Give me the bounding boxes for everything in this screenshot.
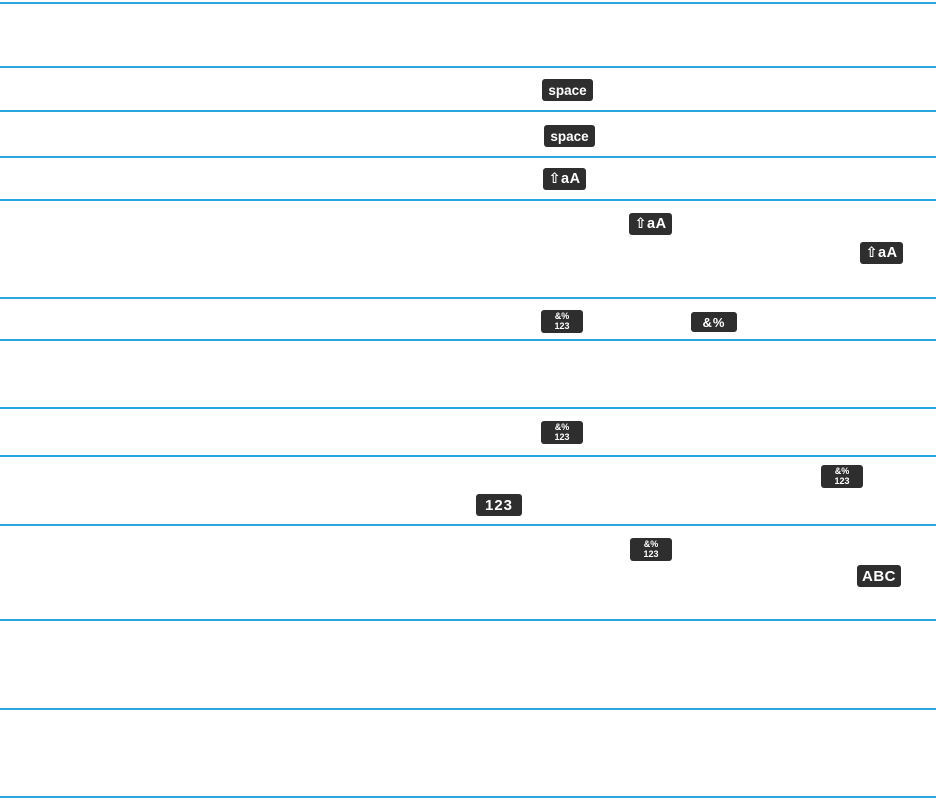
symbol-123-key-icon: &% 123 — [541, 310, 583, 333]
row-divider — [0, 339, 936, 341]
row-divider — [0, 455, 936, 457]
symbol-key-icon: &% — [691, 312, 737, 332]
row-divider — [0, 199, 936, 201]
symbol-key-bottom-label: 123 — [834, 475, 850, 486]
symbol-key-top-label: &% — [834, 466, 850, 476]
row-divider — [0, 524, 936, 526]
table-top-border — [0, 2, 936, 4]
shift-key-icon: ⇧aA — [860, 242, 903, 264]
shift-key-icon: ⇧aA — [543, 168, 586, 190]
row-divider — [0, 407, 936, 409]
space-key-icon: space — [544, 125, 595, 147]
symbol-123-key-icon: &% 123 — [541, 421, 583, 444]
number-lock-key-icon: 123 — [476, 494, 522, 516]
row-divider — [0, 110, 936, 112]
row-divider — [0, 156, 936, 158]
symbol-key-bottom-label: 123 — [554, 320, 570, 331]
row-divider — [0, 66, 936, 68]
symbol-key-top-label: &% — [554, 311, 570, 321]
symbol-123-key-icon: &% 123 — [821, 465, 863, 488]
abc-key-icon: ABC — [857, 565, 901, 587]
shift-key-icon: ⇧aA — [629, 213, 672, 235]
row-divider — [0, 297, 936, 299]
symbol-key-bottom-label: 123 — [554, 431, 570, 442]
symbol-key-top-label: &% — [554, 422, 570, 432]
space-key-icon: space — [542, 79, 593, 101]
table-bottom-border — [0, 796, 936, 798]
symbol-key-top-label: &% — [643, 539, 659, 549]
row-divider — [0, 619, 936, 621]
row-divider — [0, 708, 936, 710]
symbol-key-bottom-label: 123 — [643, 548, 659, 559]
symbol-123-key-icon: &% 123 — [630, 538, 672, 561]
